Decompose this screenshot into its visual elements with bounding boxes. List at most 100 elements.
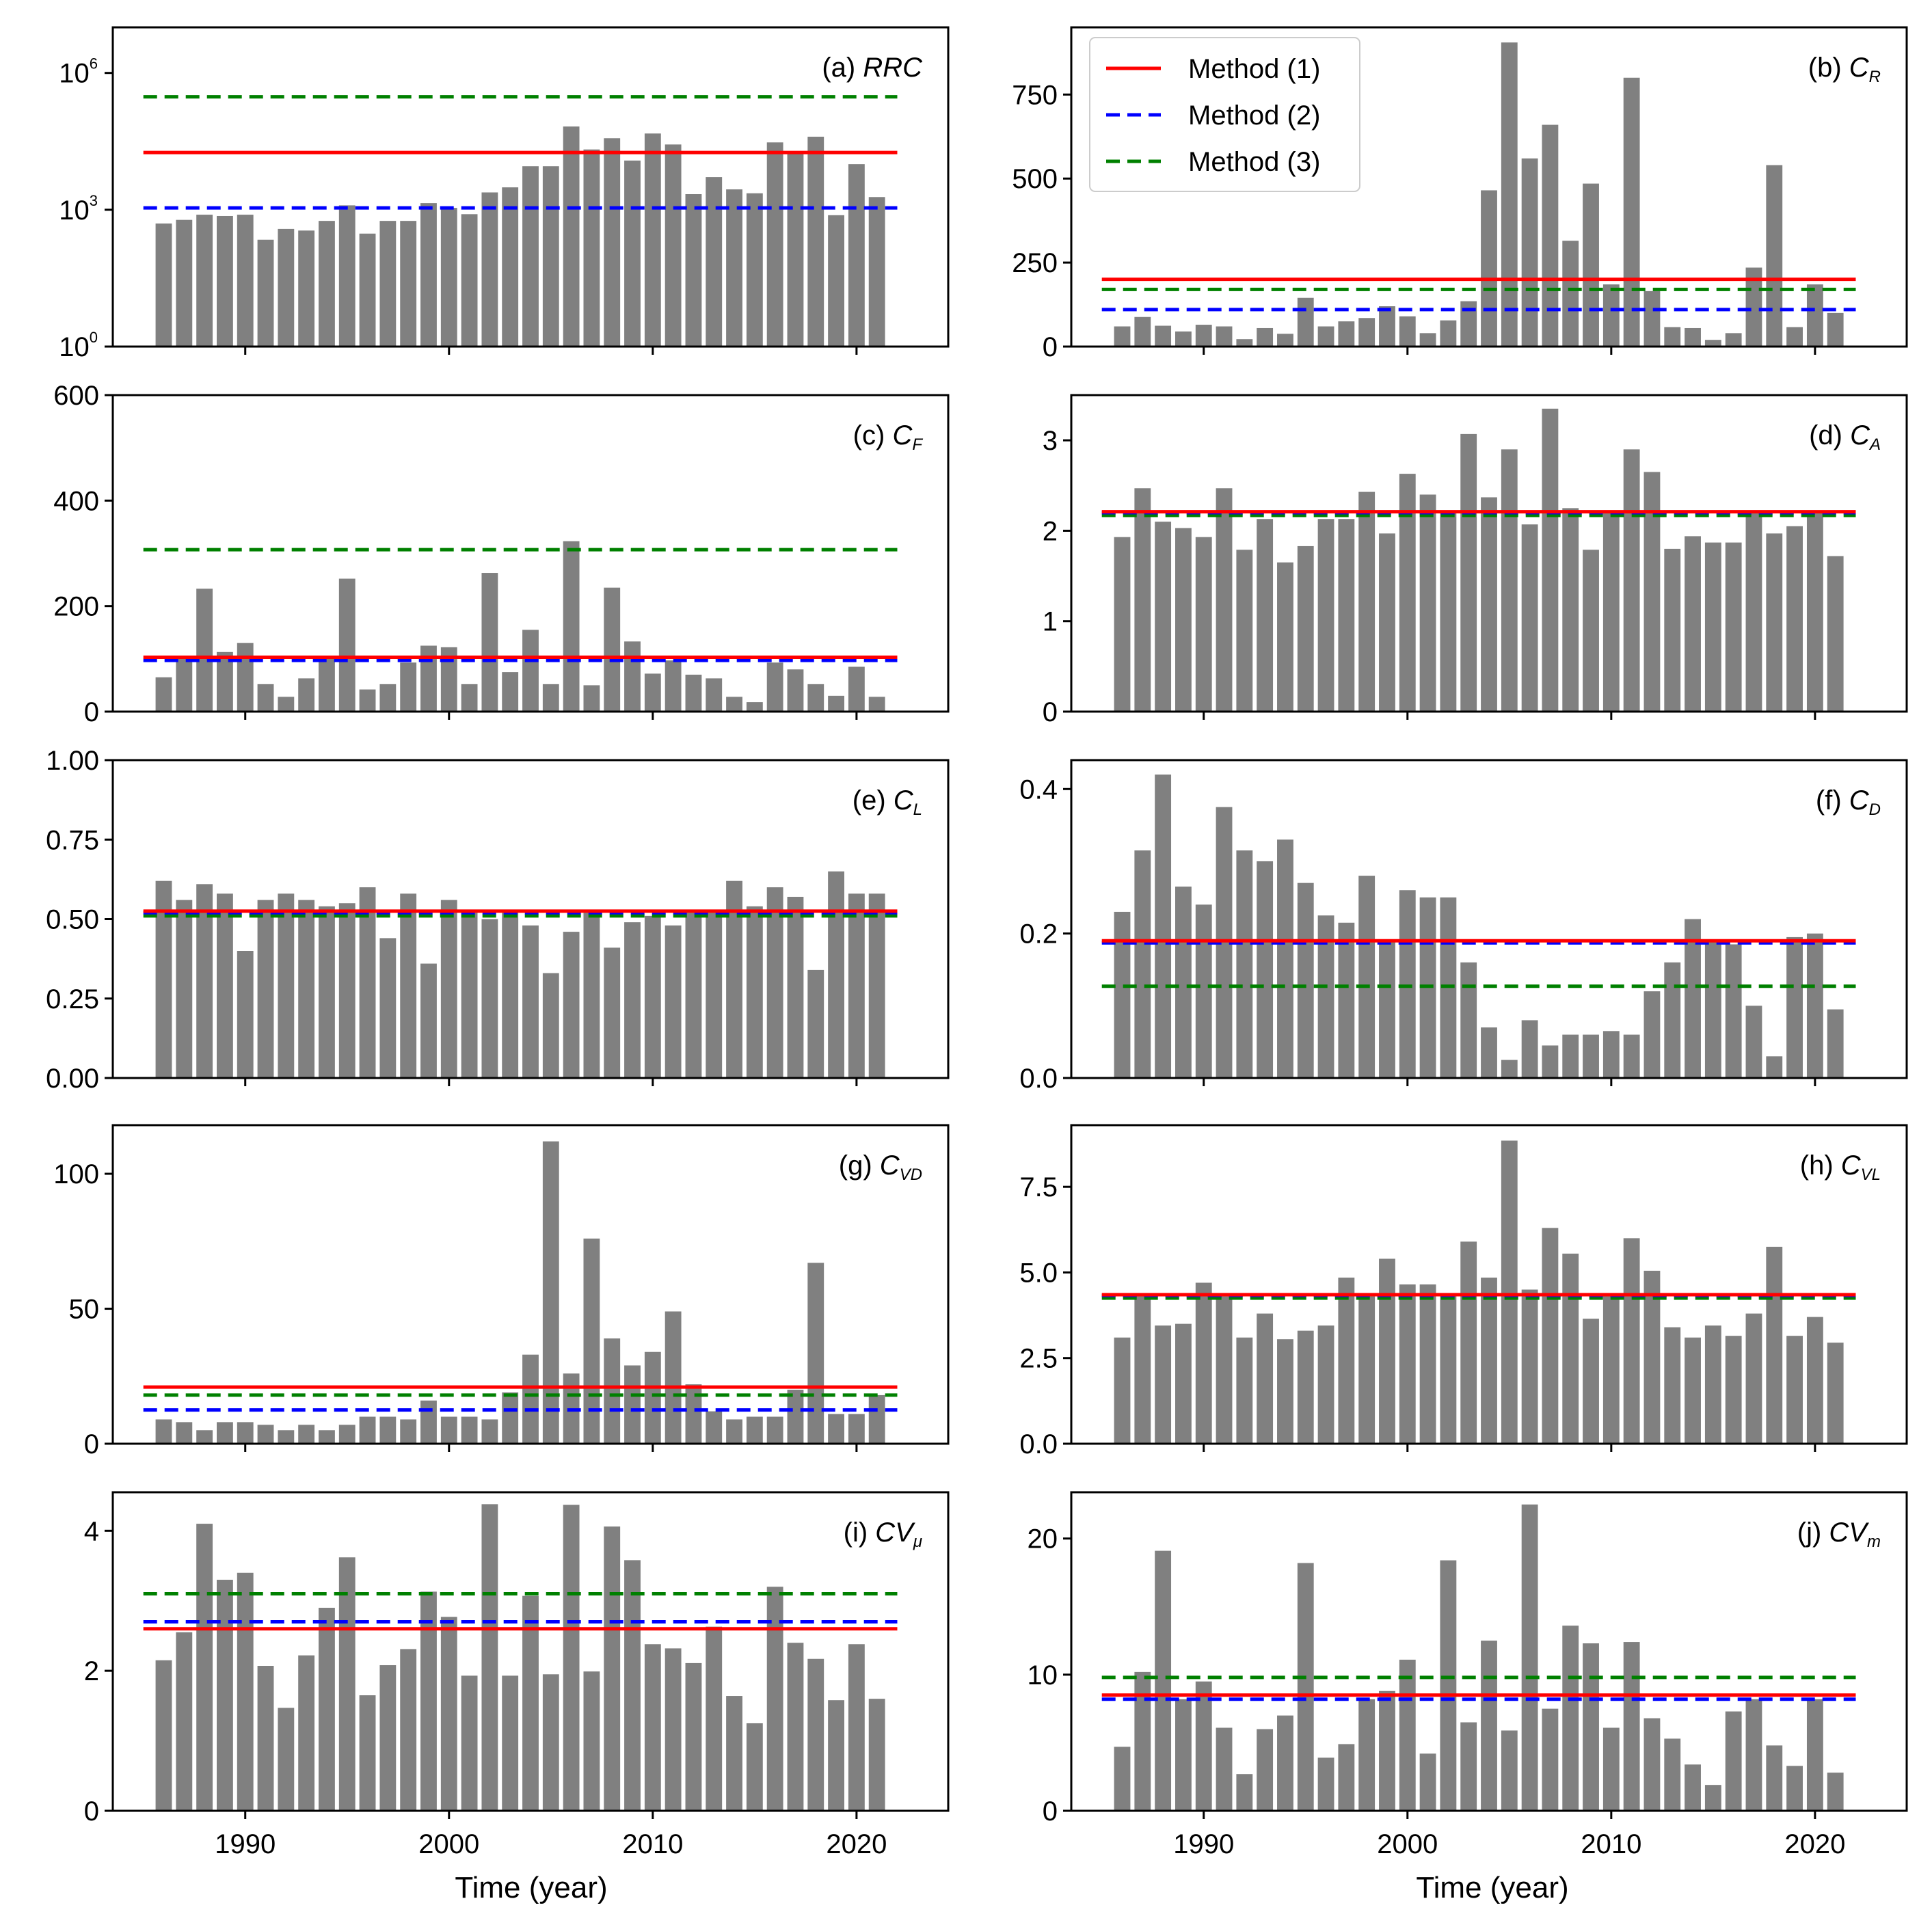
bar-b-2016 bbox=[1725, 333, 1742, 347]
axes-frame-a bbox=[111, 26, 950, 348]
bar-j-2008 bbox=[1562, 1626, 1579, 1811]
bar-g-1998 bbox=[400, 1419, 417, 1444]
bar-c-1988 bbox=[196, 589, 213, 712]
bar-d-1992 bbox=[1236, 550, 1253, 712]
bar-a-1993 bbox=[298, 230, 315, 347]
bar-c-1989 bbox=[217, 651, 233, 712]
bar-g-2016 bbox=[766, 1416, 783, 1444]
axes-frame-j bbox=[1070, 1491, 1908, 1812]
bar-d-2001 bbox=[1419, 494, 1436, 712]
xtick-label-j-1: 2000 bbox=[1377, 1829, 1438, 1859]
bar-b-2017 bbox=[1745, 267, 1762, 347]
ytick-label-c-1: 200 bbox=[53, 592, 99, 622]
bar-f-2017 bbox=[1745, 1006, 1762, 1078]
ytick-label-b-2: 500 bbox=[1012, 164, 1058, 194]
bar-f-1996 bbox=[1317, 915, 1334, 1078]
bar-a-2001 bbox=[461, 214, 478, 347]
bar-a-1996 bbox=[359, 233, 376, 347]
bar-c-1998 bbox=[400, 662, 417, 712]
legend-label-method1: Method (1) bbox=[1188, 54, 1320, 84]
bar-d-1995 bbox=[1297, 545, 1314, 712]
bar-e-1995 bbox=[338, 903, 355, 1078]
legend-label-method2: Method (2) bbox=[1188, 100, 1320, 131]
bar-i-2020 bbox=[848, 1644, 865, 1811]
bar-d-1989 bbox=[1175, 528, 1192, 712]
bar-b-1986 bbox=[1114, 326, 1131, 347]
bar-i-2002 bbox=[481, 1504, 498, 1811]
bar-g-2003 bbox=[502, 1392, 519, 1444]
bar-h-2020 bbox=[1806, 1317, 1823, 1444]
bar-c-2020 bbox=[848, 666, 865, 712]
bar-e-2015 bbox=[746, 906, 763, 1078]
bar-b-2011 bbox=[1623, 77, 1640, 347]
bar-d-1994 bbox=[1277, 562, 1293, 712]
bar-g-2011 bbox=[665, 1311, 682, 1444]
bar-c-2001 bbox=[461, 684, 478, 712]
bar-j-2016 bbox=[1725, 1711, 1742, 1811]
ytick-label-d-3: 3 bbox=[1043, 426, 1058, 456]
bar-i-2017 bbox=[787, 1643, 804, 1811]
bars-g bbox=[155, 1141, 885, 1444]
bar-f-2015 bbox=[1704, 941, 1721, 1078]
bar-i-2012 bbox=[685, 1662, 702, 1811]
bar-e-1994 bbox=[319, 906, 335, 1078]
bar-a-1987 bbox=[176, 219, 193, 347]
bar-j-2005 bbox=[1501, 1730, 1518, 1811]
bar-h-2005 bbox=[1501, 1140, 1518, 1444]
bar-a-2003 bbox=[502, 187, 519, 347]
bars-h bbox=[1114, 1140, 1844, 1444]
bar-h-2002 bbox=[1440, 1293, 1457, 1444]
bar-d-2021 bbox=[1827, 556, 1844, 712]
bar-b-2013 bbox=[1664, 327, 1681, 347]
bar-i-2004 bbox=[522, 1595, 539, 1811]
bar-e-2009 bbox=[624, 922, 641, 1078]
bar-d-2012 bbox=[1643, 472, 1661, 712]
bar-e-2006 bbox=[563, 932, 580, 1078]
bar-c-1992 bbox=[278, 697, 295, 712]
bar-e-2012 bbox=[685, 913, 702, 1078]
panel-c: 0 200 400 600 (c) CF bbox=[53, 381, 950, 727]
ytick-label-c-2: 400 bbox=[53, 486, 99, 516]
bar-a-1998 bbox=[400, 221, 417, 347]
bars-d bbox=[1114, 408, 1844, 712]
bar-h-2017 bbox=[1745, 1313, 1762, 1444]
panel-title-j: (j) CVm bbox=[1797, 1518, 1881, 1551]
panel-title-g: (g) CVD bbox=[839, 1150, 922, 1184]
bar-g-1995 bbox=[338, 1425, 355, 1444]
bar-g-1992 bbox=[278, 1430, 295, 1444]
bar-g-2008 bbox=[604, 1338, 621, 1444]
bar-d-1999 bbox=[1379, 533, 1395, 712]
ytick-label-a-1: 103 bbox=[59, 192, 98, 226]
ytick-label-i-2: 4 bbox=[84, 1516, 99, 1546]
bar-h-2001 bbox=[1419, 1284, 1436, 1444]
bar-b-2008 bbox=[1562, 241, 1579, 347]
bar-j-2019 bbox=[1786, 1766, 1803, 1811]
bar-b-1989 bbox=[1175, 331, 1192, 347]
bar-b-1992 bbox=[1236, 339, 1253, 347]
bar-g-2001 bbox=[461, 1416, 478, 1444]
ytick-label-j-0: 0 bbox=[1043, 1796, 1058, 1827]
xtick-label-j-3: 2020 bbox=[1784, 1829, 1845, 1859]
bar-c-1993 bbox=[298, 678, 315, 712]
bar-b-2009 bbox=[1583, 183, 1599, 347]
bar-d-1986 bbox=[1114, 537, 1131, 712]
bar-h-2018 bbox=[1766, 1246, 1783, 1444]
bar-f-2014 bbox=[1685, 919, 1701, 1078]
bar-c-2002 bbox=[481, 573, 498, 712]
bar-b-2006 bbox=[1521, 158, 1538, 347]
bar-g-2014 bbox=[726, 1419, 742, 1444]
bar-h-2015 bbox=[1704, 1325, 1721, 1444]
bar-e-2003 bbox=[502, 913, 519, 1078]
bar-f-2013 bbox=[1664, 962, 1681, 1078]
bar-j-2007 bbox=[1542, 1708, 1559, 1811]
legend-frame bbox=[1089, 37, 1360, 192]
bar-f-2000 bbox=[1399, 890, 1416, 1078]
bar-d-2010 bbox=[1602, 512, 1620, 712]
bar-j-2015 bbox=[1704, 1785, 1721, 1811]
bar-i-2008 bbox=[604, 1526, 621, 1811]
ytick-label-d-0: 0 bbox=[1043, 697, 1058, 727]
bar-j-1991 bbox=[1216, 1727, 1233, 1811]
bar-e-1998 bbox=[400, 893, 417, 1078]
bar-f-1995 bbox=[1297, 882, 1314, 1078]
bar-f-1989 bbox=[1175, 886, 1192, 1078]
